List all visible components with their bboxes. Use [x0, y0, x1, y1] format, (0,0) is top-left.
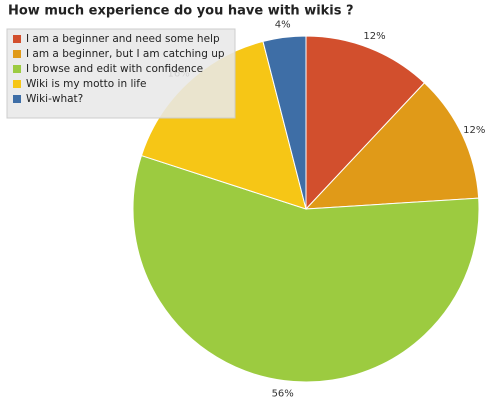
- value-label: 12%: [463, 125, 485, 136]
- pie-slice: [262, 35, 307, 210]
- legend-label: I am a beginner, but I am catching up: [26, 48, 225, 60]
- pie-slice: [132, 154, 480, 383]
- legend-label: I am a beginner and need some help: [26, 33, 220, 45]
- legend-swatch: [13, 35, 21, 43]
- legend-swatch: [13, 95, 21, 103]
- pie-slice: [305, 35, 426, 211]
- legend-label: Wiki is my motto in life: [26, 78, 146, 90]
- legend-swatch: [13, 80, 21, 88]
- legend-box: [6, 28, 236, 119]
- legend-swatch: [13, 50, 21, 58]
- legend: I am a beginner and need some help I am a…: [6, 28, 236, 119]
- value-label: 56%: [272, 389, 294, 400]
- value-label: 12%: [363, 31, 385, 42]
- legend-swatch: [13, 65, 21, 73]
- chart-title: How much experience do you have with wik…: [8, 4, 354, 19]
- pie-slice: [304, 82, 480, 210]
- value-label: 4%: [275, 19, 291, 30]
- legend-label: Wiki-what?: [26, 93, 83, 105]
- pie: [132, 35, 480, 383]
- legend-label: I browse and edit with confidence: [26, 63, 203, 75]
